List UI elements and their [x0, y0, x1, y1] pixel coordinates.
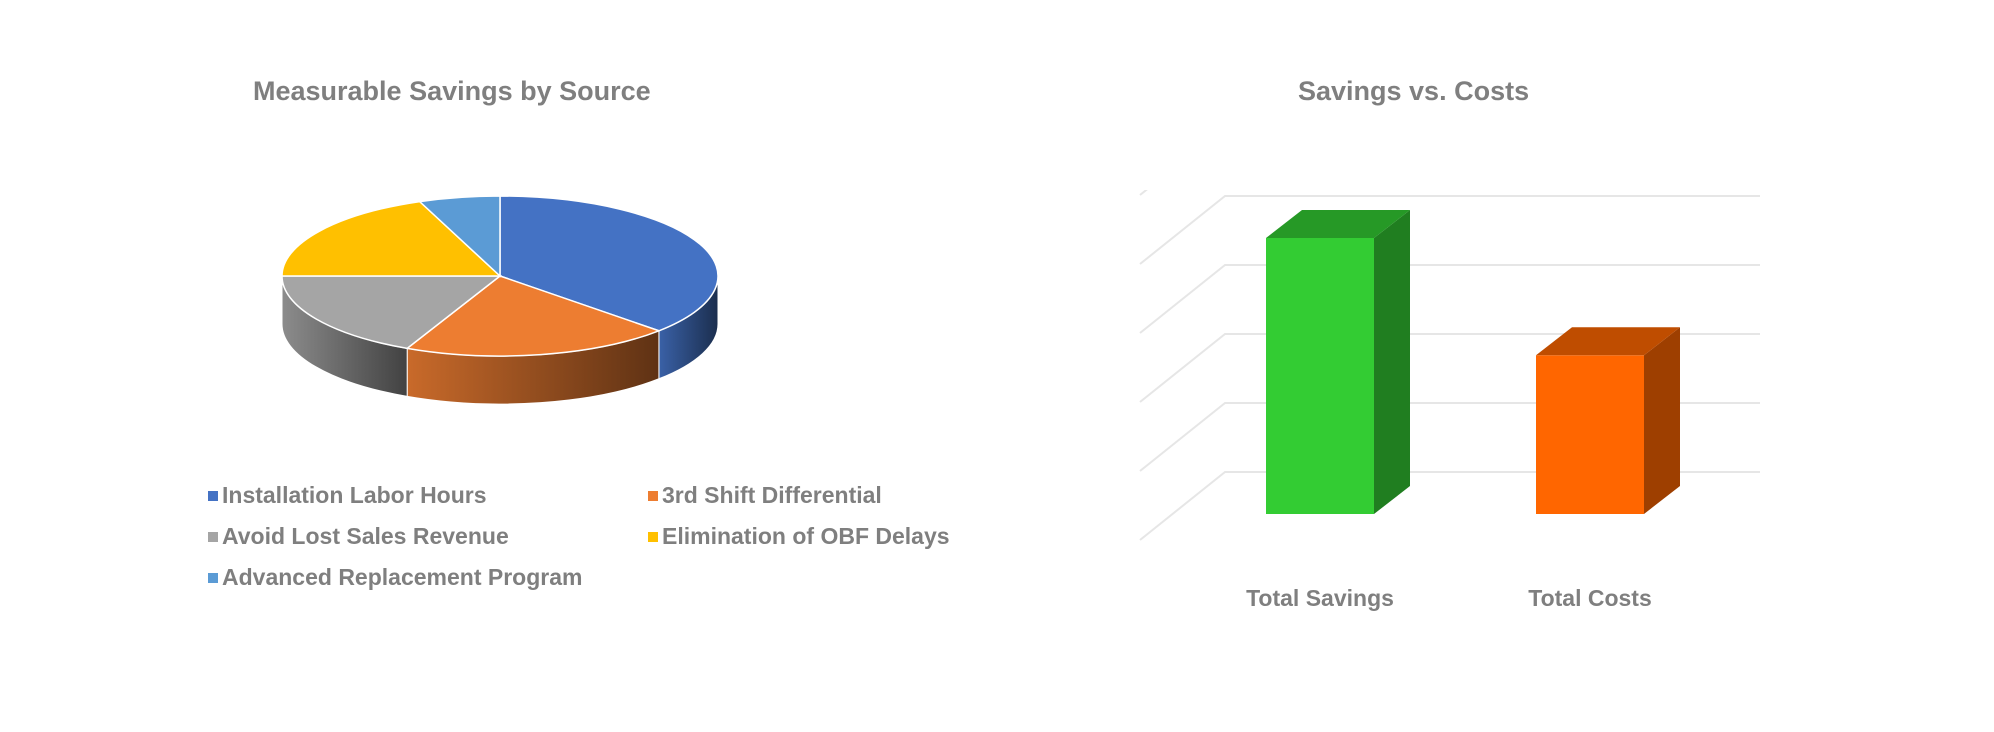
- legend-label: Avoid Lost Sales Revenue: [222, 523, 509, 549]
- bar: [1266, 210, 1410, 514]
- bar: [1536, 327, 1680, 514]
- legend-item: 3rd Shift Differential: [648, 482, 882, 509]
- pie-chart-title: Measurable Savings by Source: [253, 76, 651, 106]
- bar-category-label: Total Costs: [1528, 585, 1652, 611]
- gridline: [1139, 264, 1760, 334]
- legend-label: Advanced Replacement Program: [222, 564, 583, 590]
- gridline: [1139, 195, 1760, 265]
- legend-item: Installation Labor Hours: [208, 482, 487, 509]
- legend-swatch: [648, 531, 658, 542]
- pie-slice: [499, 195, 719, 332]
- legend-swatch: [208, 572, 218, 583]
- pie-slice: [281, 200, 502, 277]
- legend-label: 3rd Shift Differential: [662, 482, 882, 508]
- pie-slice: [281, 275, 503, 350]
- legend-item: Advanced Replacement Program: [208, 564, 582, 591]
- legend-swatch: [208, 490, 218, 501]
- legend-swatch: [208, 531, 218, 542]
- pie-slice: [405, 275, 662, 357]
- bar-category-label: Total Savings: [1246, 585, 1394, 611]
- legend-label: Installation Labor Hours: [222, 482, 487, 508]
- gridline: [1139, 190, 1148, 196]
- legend-item: Elimination of OBF Delays: [648, 523, 950, 550]
- legend-label: Elimination of OBF Delays: [662, 523, 950, 549]
- bar-chart-title: Savings vs. Costs: [1298, 76, 1530, 106]
- pie-chart: [281, 195, 719, 405]
- legend-item: Avoid Lost Sales Revenue: [208, 523, 509, 550]
- pie-slice: [418, 195, 501, 278]
- legend-swatch: [648, 490, 658, 501]
- bar-chart: [1139, 190, 1760, 541]
